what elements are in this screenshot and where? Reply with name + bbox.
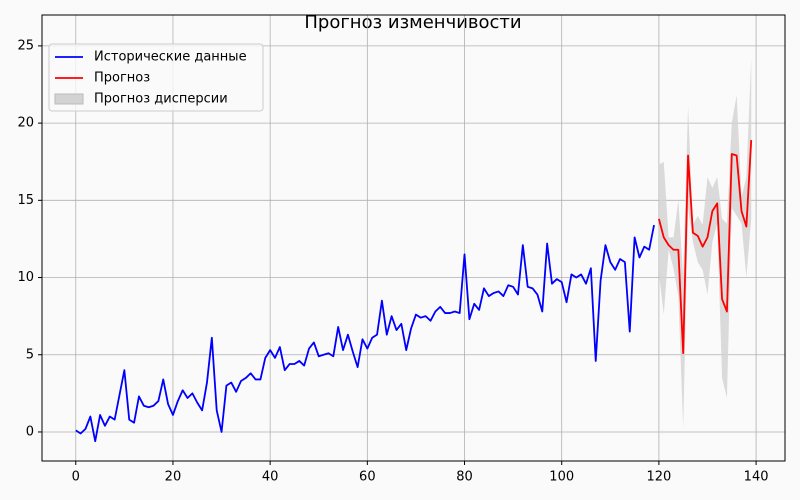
x-tick-label: 40 [262,470,279,485]
y-tick-label: 10 [17,270,34,285]
y-tick-label: 25 [17,38,34,53]
y-tick-label: 5 [26,347,34,362]
x-tick-label: 0 [72,470,80,485]
legend: Исторические данные Прогноз Прогноз диспер… [48,43,264,112]
legend-label: Исторические данные [94,50,247,65]
legend-label: Прогноз дисперсии [94,92,228,107]
plot-frame [41,14,786,462]
y-tick-label: 0 [26,424,34,439]
legend-label: Прогноз [94,71,150,86]
x-tick-label: 60 [359,470,376,485]
legend-swatch [54,93,84,105]
x-tick-label: 100 [549,470,574,485]
x-tick-label: 20 [165,470,182,485]
x-tick-label: 80 [456,470,473,485]
y-tick-label: 20 [17,116,34,131]
series-line [658,140,753,355]
x-tick-label: 140 [744,470,769,485]
chart-title: Прогноз изменчивости [304,12,521,33]
legend-box [48,43,264,112]
series-line [75,224,655,443]
x-tick-label: 120 [646,470,671,485]
y-tick-label: 15 [17,193,34,208]
